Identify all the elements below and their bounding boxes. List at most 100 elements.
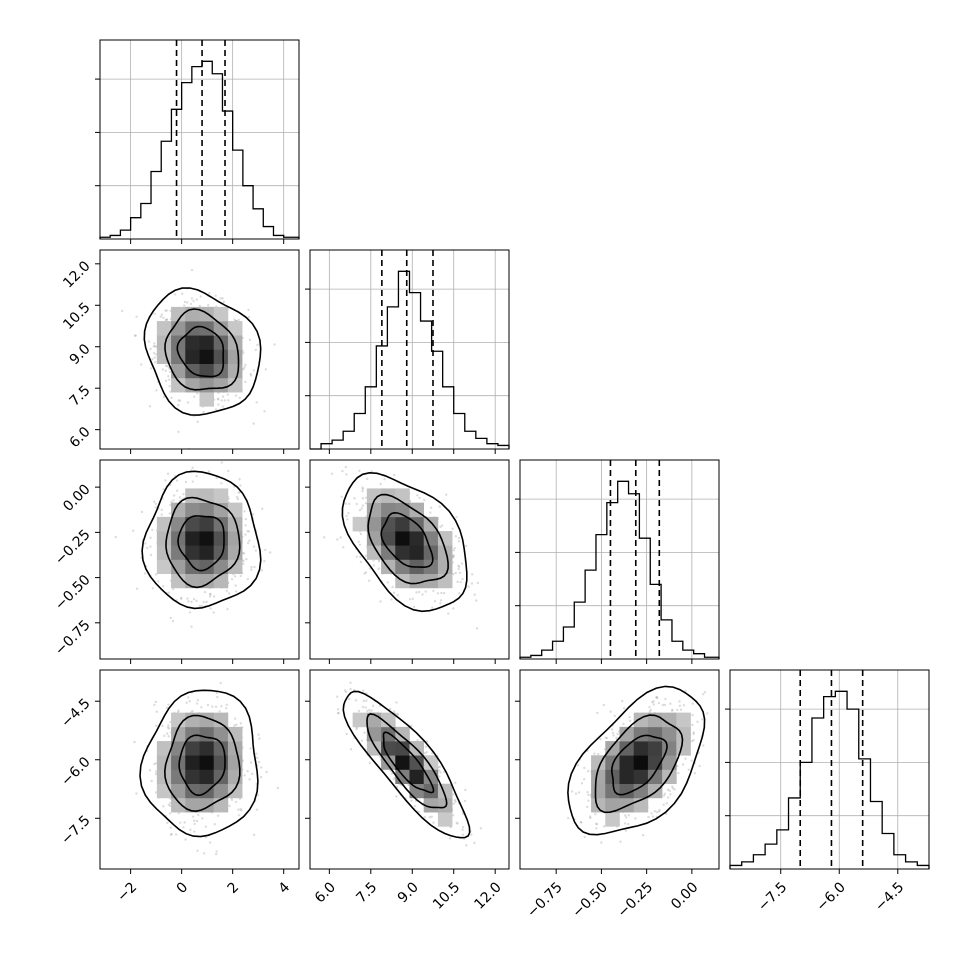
scatter-point [246,577,249,581]
scatter-point [166,821,169,825]
scatter-point [170,396,173,399]
scatter-point [609,710,612,713]
scatter-point [220,705,223,708]
contour-line-2 [567,685,706,836]
scatter-point [162,395,166,399]
density-cell [662,755,677,770]
scatter-point [223,399,226,402]
y-tick-label: −4.5 [58,696,93,731]
scatter-point [452,555,455,559]
scatter-point [154,762,158,765]
scatter-point [240,809,243,812]
scatter-point [347,511,350,515]
scatter-point [177,399,180,402]
scatter-point [256,756,259,760]
contour-line-1 [367,493,449,585]
scatter-point [452,793,455,796]
density-cell [647,726,663,742]
scatter-point [263,410,266,413]
scatter-point [367,579,371,582]
scatter-point [651,815,655,818]
scatter-point [177,811,181,815]
scatter-point [410,724,413,728]
density-cell [591,769,606,785]
density-cell [171,363,186,379]
x-tick-label: −0.50 [569,879,611,921]
scatter-point [586,790,589,794]
scatter-point [154,700,158,704]
scatter-point [698,764,701,768]
density-cell [213,712,229,728]
scatter-point [612,734,615,737]
scatter-point [169,503,172,507]
scatter-point [628,719,632,723]
scatter-point [658,808,661,812]
scatter-point [679,708,683,711]
scatter-point [261,507,264,510]
scatter-point [364,502,368,505]
scatter-point [188,700,191,703]
density-cell [605,741,620,756]
scatter-point [671,785,674,788]
scatter-point [233,724,236,727]
x-tick-label: 0.00 [668,879,701,912]
density-cell [213,502,229,518]
scatter-point [583,835,586,839]
contour-line-2 [341,471,468,613]
density-cell [437,797,453,813]
scatter-point [357,540,360,544]
scatter-point [368,708,371,712]
x-tick-label: 4 [276,879,294,897]
scatter-point [623,822,627,825]
scatter-point [184,838,187,841]
scatter-point [197,813,200,817]
density-cell [213,377,229,393]
y-tick-label: 0.00 [60,481,93,514]
density-cell [366,545,382,560]
scatter-point [195,298,199,301]
scatter-point [676,708,679,712]
scatter-point [458,571,462,575]
scatter-point [151,587,155,590]
scatter-point [453,546,456,550]
scatter-point [166,732,169,735]
density-cell [381,741,396,756]
scatter-point [259,775,263,779]
scatter-point [196,699,200,702]
scatter-point [226,393,230,396]
scatter-point [407,783,410,786]
y-tick-label: −0.50 [52,572,94,614]
scatter-point [239,484,242,487]
scatter-point [656,697,659,700]
scatter-point [220,461,224,464]
scatter-point [377,567,380,570]
scatter-point [165,318,168,321]
scatter-point [145,546,149,550]
scatter-point [153,312,156,315]
scatter-point [588,815,592,818]
scatter-point [200,706,203,709]
scatter-point [273,343,276,346]
density-cell [647,741,663,756]
scatter-point [260,766,263,769]
density-cell [423,573,439,589]
density-cell [199,377,215,393]
scatter-point [587,799,590,802]
scatter-point [263,559,266,563]
scatter-point [164,369,168,372]
scatter-point [625,816,628,819]
scatter-point [135,587,139,590]
density-cell [633,712,649,728]
density-cell [199,502,215,518]
density-cell [156,349,172,365]
scatter-point [693,771,697,775]
scatter-point [361,486,364,489]
scatter-point [186,401,190,404]
scatter-point [392,710,396,713]
scatter-point [195,599,198,603]
scatter-point [457,567,460,571]
scatter-point [610,728,614,731]
scatter-point [208,292,211,295]
density-cell [676,712,691,728]
scatter-point [370,709,373,712]
